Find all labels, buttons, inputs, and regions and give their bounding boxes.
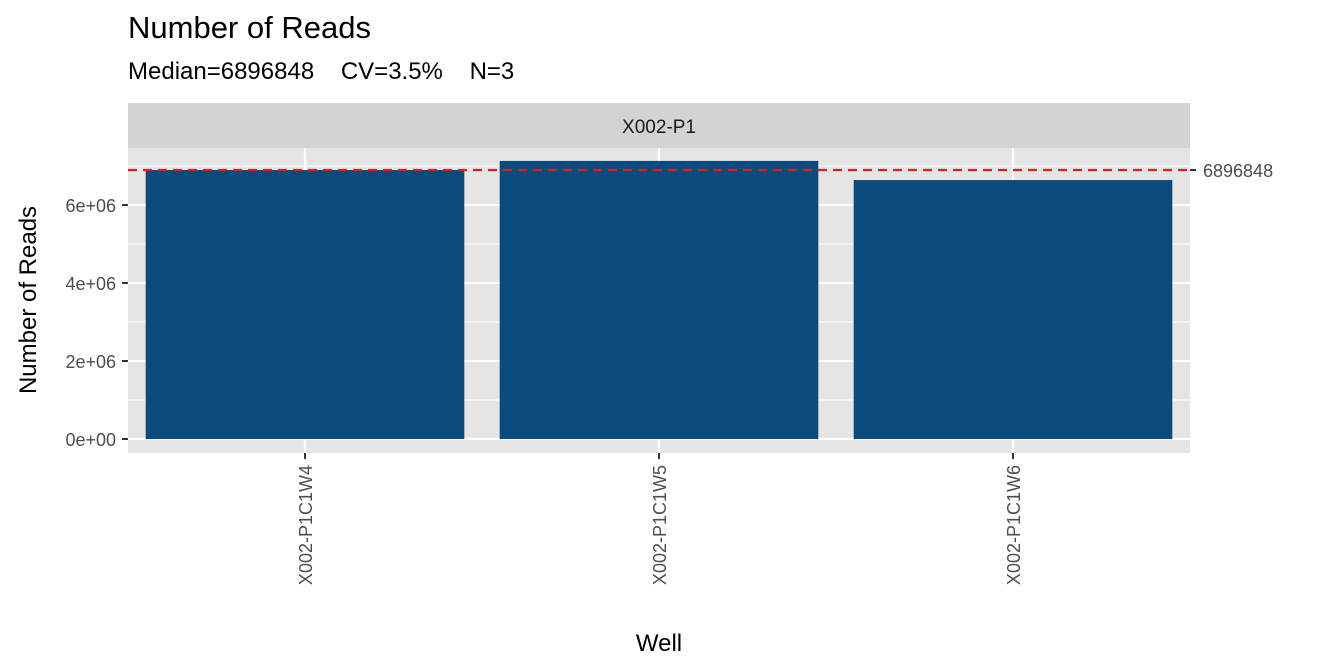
y-tick-label: 4e+06 <box>65 274 116 294</box>
facet-strip-label: X002-P1 <box>622 117 696 138</box>
chart-subtitle: Median=6896848 CV=3.5% N=3 <box>128 58 515 85</box>
y-tick-label: 6e+06 <box>65 196 116 216</box>
bar-X002-P1C1W6 <box>853 180 1173 440</box>
median-reference-label: 6896848 <box>1203 161 1273 181</box>
y-tick-label: 2e+06 <box>65 352 116 372</box>
y-axis-title: Number of Reads <box>15 206 42 394</box>
x-tick-label: X002-P1C1W6 <box>1004 465 1024 585</box>
x-tick-label: X002-P1C1W4 <box>296 465 316 585</box>
y-tick-label: 0e+00 <box>65 430 116 450</box>
bar-X002-P1C1W4 <box>145 170 465 439</box>
x-tick-label: X002-P1C1W5 <box>650 465 670 585</box>
chart-title: Number of Reads <box>128 10 371 45</box>
bar-X002-P1C1W5 <box>499 160 819 439</box>
x-axis-title: Well <box>636 630 682 657</box>
facet-strip <box>128 103 1190 148</box>
